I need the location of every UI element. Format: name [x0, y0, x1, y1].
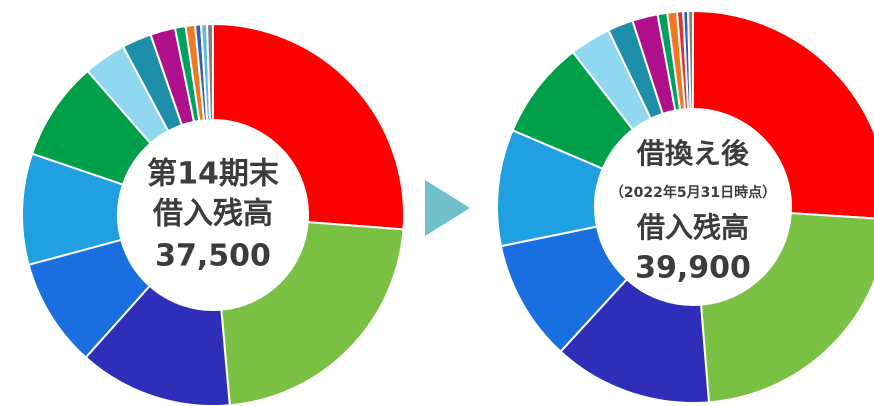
- center-label: 37,500: [155, 239, 271, 274]
- arrow: [425, 180, 470, 236]
- center-label: 39,900: [635, 251, 751, 286]
- donut-segment: [687, 9, 694, 111]
- center-label: 借入残高: [636, 211, 749, 244]
- center-label: 第14期末: [147, 157, 279, 192]
- donut-segment: [692, 9, 874, 220]
- center-label: 借換え後: [636, 137, 750, 170]
- donut-segment: [699, 212, 874, 404]
- donut-segment: [220, 221, 405, 406]
- center-label: 借入残高: [152, 197, 273, 232]
- center-label: （2022年5月31日時点）: [610, 184, 776, 201]
- donut-segment: [212, 22, 405, 231]
- donut-segment: [205, 22, 214, 122]
